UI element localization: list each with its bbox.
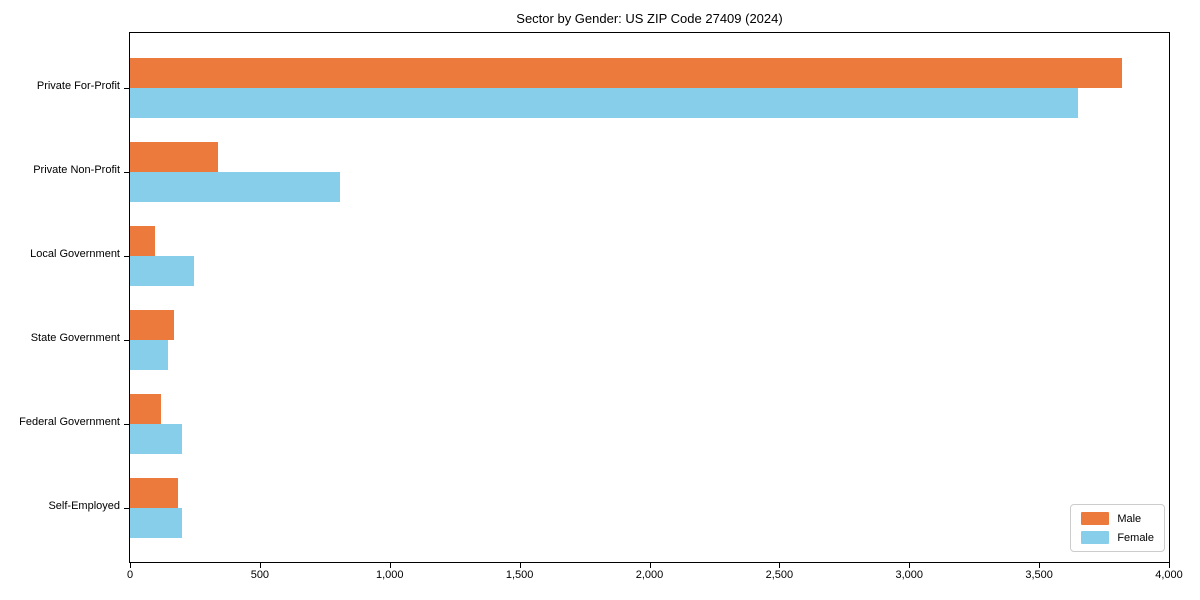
x-tick-label-1000: 1,000 bbox=[375, 569, 404, 581]
bar-male-local-government bbox=[130, 226, 155, 256]
y-tick-mark bbox=[124, 424, 129, 425]
y-tick-mark bbox=[124, 508, 129, 509]
bar-male-federal-government bbox=[130, 394, 162, 424]
x-tick-mark bbox=[389, 563, 391, 568]
y-tick-mark bbox=[124, 340, 129, 341]
legend-label-male: Male bbox=[1117, 512, 1142, 525]
x-tick-label-1500: 1,500 bbox=[505, 569, 534, 581]
bar-male-state-government bbox=[130, 310, 175, 340]
bar-female-self-employed bbox=[130, 508, 182, 538]
y-tick-label-local-government: Local Government bbox=[30, 248, 120, 260]
plot-area: Private For-Profit Private Non-Profit Loca… bbox=[19, 32, 1183, 581]
legend-swatch-male bbox=[1081, 512, 1110, 525]
bar-female-local-government bbox=[130, 256, 194, 286]
x-tick-label-4000: 4,000 bbox=[1155, 569, 1183, 581]
x-tick-mark bbox=[909, 563, 911, 568]
legend-swatch-female bbox=[1081, 531, 1110, 544]
x-tick-mark bbox=[779, 563, 781, 568]
bar-female-state-government bbox=[130, 340, 168, 370]
bar-female-private-non-profit bbox=[130, 172, 341, 202]
x-tick-label-500: 500 bbox=[250, 569, 270, 581]
y-tick-mark bbox=[124, 88, 129, 89]
y-tick-label-private-for-profit: Private For-Profit bbox=[36, 80, 120, 92]
bar-male-private-for-profit bbox=[130, 58, 1123, 88]
x-tick-mark bbox=[130, 563, 131, 568]
bar-female-federal-government bbox=[130, 424, 182, 454]
legend-label-female: Female bbox=[1117, 531, 1154, 544]
y-tick-label-state-government: State Government bbox=[30, 332, 120, 344]
x-tick-label-3500: 3,500 bbox=[1025, 569, 1053, 581]
y-tick-label-self-employed: Self-Employed bbox=[48, 500, 120, 512]
x-tick-mark bbox=[1039, 563, 1041, 568]
x-tick-label-0: 0 bbox=[126, 569, 134, 581]
legend-row-male: Male bbox=[1081, 512, 1154, 525]
x-tick-label-3000: 3,000 bbox=[895, 569, 924, 581]
x-tick-mark bbox=[259, 563, 261, 568]
bar-male-self-employed bbox=[130, 478, 179, 508]
y-tick-mark bbox=[124, 172, 129, 173]
x-tick-mark bbox=[519, 563, 521, 568]
legend: Male Female bbox=[1070, 504, 1165, 552]
bar-female-private-for-profit bbox=[130, 88, 1079, 118]
x-tick-mark bbox=[1169, 563, 1170, 568]
bar-male-private-non-profit bbox=[130, 142, 219, 172]
x-tick-label-2000: 2,000 bbox=[635, 569, 664, 581]
y-tick-label-federal-government: Federal Government bbox=[19, 416, 120, 428]
x-tick-label-2500: 2,500 bbox=[765, 569, 794, 581]
x-tick-mark bbox=[649, 563, 651, 568]
legend-row-female: Female bbox=[1081, 531, 1154, 544]
chart-title: Sector by Gender: US ZIP Code 27409 (202… bbox=[516, 11, 783, 26]
y-tick-mark bbox=[124, 256, 129, 257]
y-tick-label-private-non-profit: Private Non-Profit bbox=[33, 164, 120, 176]
